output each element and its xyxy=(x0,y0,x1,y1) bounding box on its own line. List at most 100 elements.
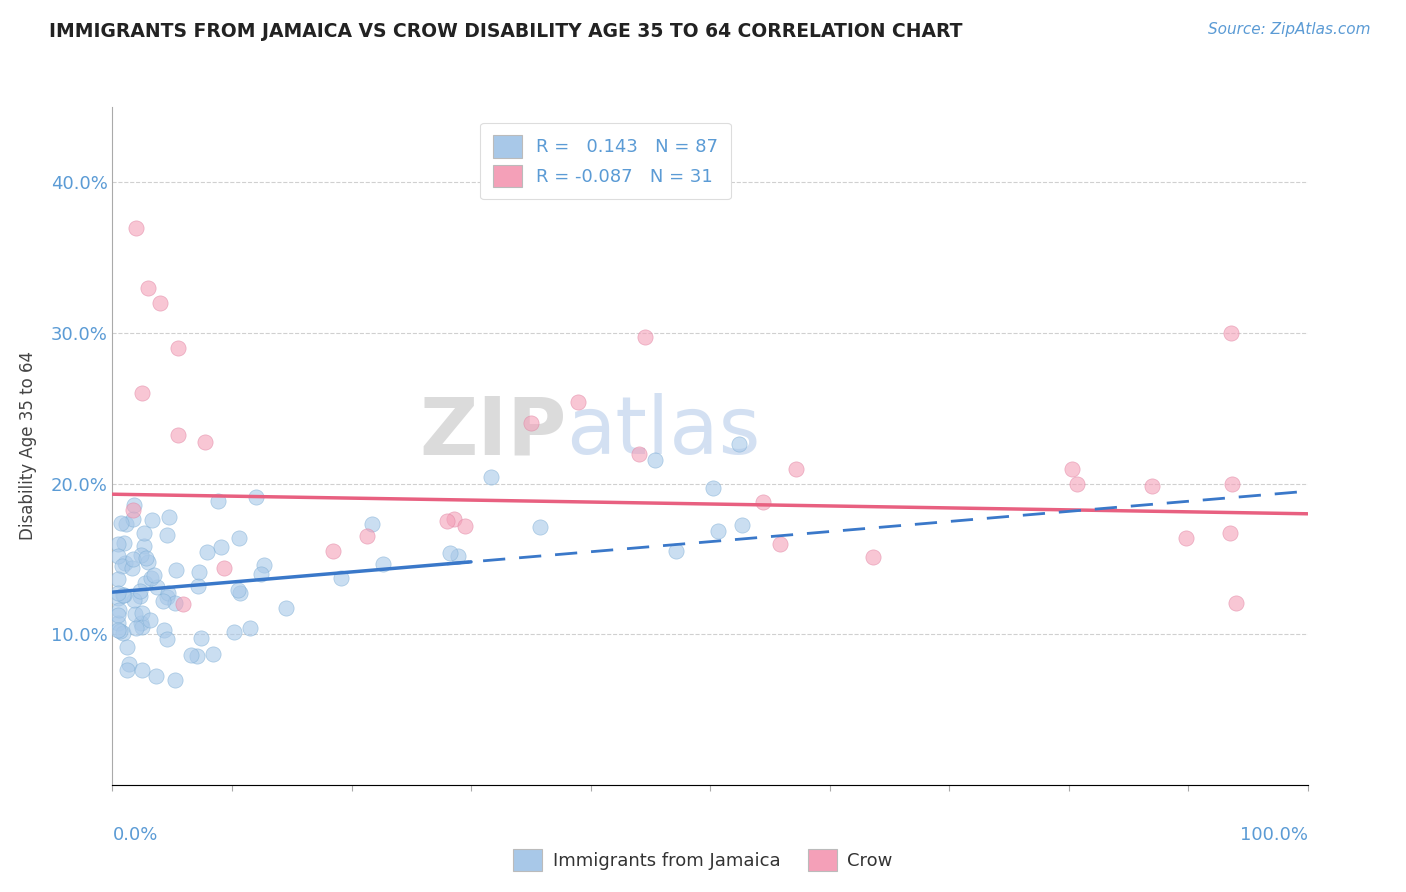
Point xyxy=(131,620,153,634)
Point xyxy=(229,586,252,600)
Point xyxy=(124,621,146,635)
Point xyxy=(644,453,666,467)
Point xyxy=(156,590,179,604)
Point xyxy=(131,615,153,630)
Point xyxy=(628,446,651,460)
Point xyxy=(125,220,148,235)
Point xyxy=(665,544,688,558)
Point xyxy=(139,571,162,585)
Point xyxy=(239,621,262,635)
Point xyxy=(115,663,138,677)
Point xyxy=(129,583,152,598)
Point xyxy=(274,601,297,615)
Point xyxy=(195,545,218,559)
Point xyxy=(107,537,129,551)
Point xyxy=(443,512,465,526)
Y-axis label: Disability Age 35 to 64: Disability Age 35 to 64 xyxy=(18,351,37,541)
Point xyxy=(107,615,129,630)
Point xyxy=(146,580,169,594)
Point xyxy=(329,571,352,585)
Point xyxy=(108,624,131,639)
Point xyxy=(129,589,152,603)
Point xyxy=(131,548,153,562)
Point xyxy=(862,549,884,564)
Point xyxy=(1219,326,1241,340)
Point xyxy=(702,481,724,495)
Point xyxy=(731,518,754,533)
Point xyxy=(112,536,135,550)
Point xyxy=(135,550,157,565)
Point xyxy=(121,561,143,575)
Point xyxy=(1140,479,1163,493)
Point xyxy=(634,329,657,343)
Point xyxy=(436,514,458,528)
Point xyxy=(373,557,395,571)
Point xyxy=(138,281,160,295)
Text: 100.0%: 100.0% xyxy=(1240,826,1308,844)
Point xyxy=(156,586,179,600)
Point xyxy=(139,613,162,627)
Point xyxy=(1218,526,1240,541)
Point xyxy=(165,563,187,577)
Point xyxy=(454,518,477,533)
Point xyxy=(165,673,187,687)
Point xyxy=(167,428,190,442)
Text: atlas: atlas xyxy=(567,393,761,472)
Point xyxy=(107,586,129,600)
Point xyxy=(1060,461,1083,475)
Point xyxy=(207,493,229,508)
Point xyxy=(447,549,470,563)
Text: ZIP: ZIP xyxy=(419,393,567,472)
Point xyxy=(159,510,181,524)
Point xyxy=(153,623,176,637)
Point xyxy=(321,544,343,558)
Point xyxy=(188,565,211,579)
Point xyxy=(356,529,378,543)
Point xyxy=(149,296,172,310)
Point xyxy=(167,341,190,355)
Point xyxy=(156,632,179,646)
Point xyxy=(187,579,209,593)
Point xyxy=(769,537,792,551)
Point xyxy=(1220,476,1243,491)
Point xyxy=(212,561,235,575)
Point xyxy=(122,498,145,512)
Point xyxy=(115,517,138,532)
Point xyxy=(107,623,129,637)
Point xyxy=(111,559,134,574)
Point xyxy=(122,503,145,517)
Point xyxy=(124,607,146,621)
Point xyxy=(134,575,156,590)
Point xyxy=(222,624,245,639)
Point xyxy=(132,526,155,541)
Point xyxy=(707,524,730,538)
Point xyxy=(131,607,153,621)
Point xyxy=(107,572,129,586)
Point xyxy=(132,539,155,553)
Point xyxy=(114,556,136,570)
Point xyxy=(228,531,250,545)
Legend: R =   0.143   N = 87, R = -0.087   N = 31: R = 0.143 N = 87, R = -0.087 N = 31 xyxy=(479,123,731,200)
Point xyxy=(110,516,132,531)
Point xyxy=(567,395,589,409)
Point xyxy=(136,555,159,569)
Point xyxy=(141,513,163,527)
Point xyxy=(1174,532,1197,546)
Point xyxy=(228,583,250,598)
Point xyxy=(131,386,153,401)
Point xyxy=(108,603,131,617)
Point xyxy=(180,648,202,662)
Point xyxy=(111,588,134,602)
Point xyxy=(145,669,167,683)
Text: IMMIGRANTS FROM JAMAICA VS CROW DISABILITY AGE 35 TO 64 CORRELATION CHART: IMMIGRANTS FROM JAMAICA VS CROW DISABILI… xyxy=(49,22,963,41)
Point xyxy=(172,597,194,611)
Point xyxy=(728,437,751,451)
Point xyxy=(201,648,224,662)
Point xyxy=(190,631,212,645)
Point xyxy=(209,540,232,554)
Point xyxy=(156,528,179,542)
Point xyxy=(112,588,135,602)
Text: 0.0%: 0.0% xyxy=(112,826,157,844)
Point xyxy=(107,549,129,564)
Point xyxy=(529,520,551,534)
